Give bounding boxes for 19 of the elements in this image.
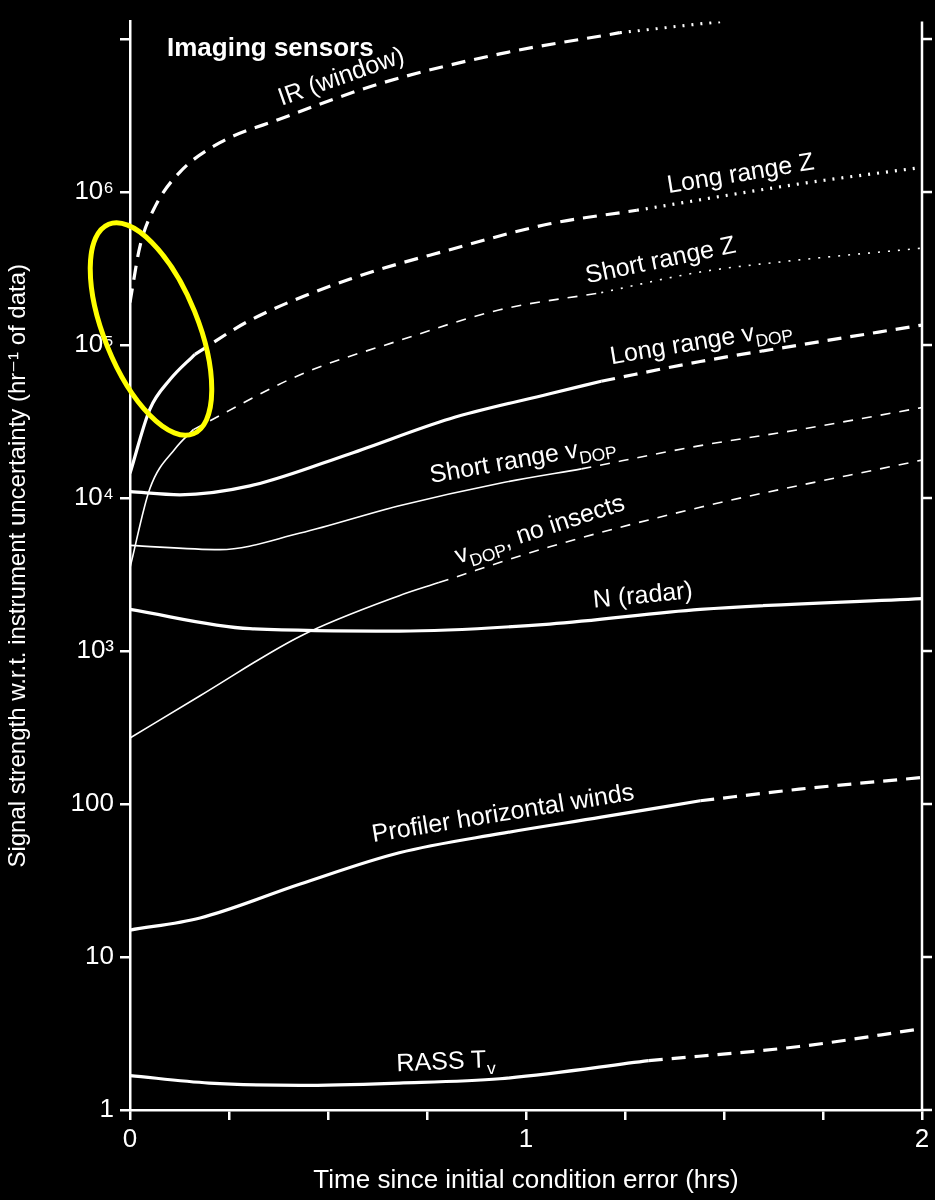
text: Short range vDOP — [427, 434, 619, 488]
series-label: RASS Tv — [395, 1044, 497, 1079]
text: Long range vDOP — [607, 317, 795, 370]
y-tick-label: 100 — [70, 787, 114, 818]
y-tick-label: 1 — [99, 1093, 114, 1124]
y-axis-title: Signal strength w.r.t. instrument uncertainty (hr⁻¹ of data) — [3, 264, 31, 868]
x-tick-label: 0 — [122, 1122, 138, 1153]
text: N (radar) — [591, 575, 694, 613]
x-tick-label: 2 — [914, 1122, 930, 1153]
y-tick-label: 10 — [85, 940, 114, 971]
text: Short range Z — [582, 229, 738, 289]
x-axis-title: Time since initial condition error (hrs) — [313, 1163, 739, 1194]
y-tick-label: 10³ — [76, 634, 115, 665]
text: Long range Z — [664, 146, 816, 198]
y-tick-label: 10⁶ — [74, 175, 114, 206]
x-tick-label: 1 — [518, 1122, 534, 1153]
text: vDOP, no insects — [450, 487, 628, 571]
text: Profiler horizontal winds — [369, 776, 636, 847]
y-tick-label: 10⁴ — [73, 481, 114, 512]
